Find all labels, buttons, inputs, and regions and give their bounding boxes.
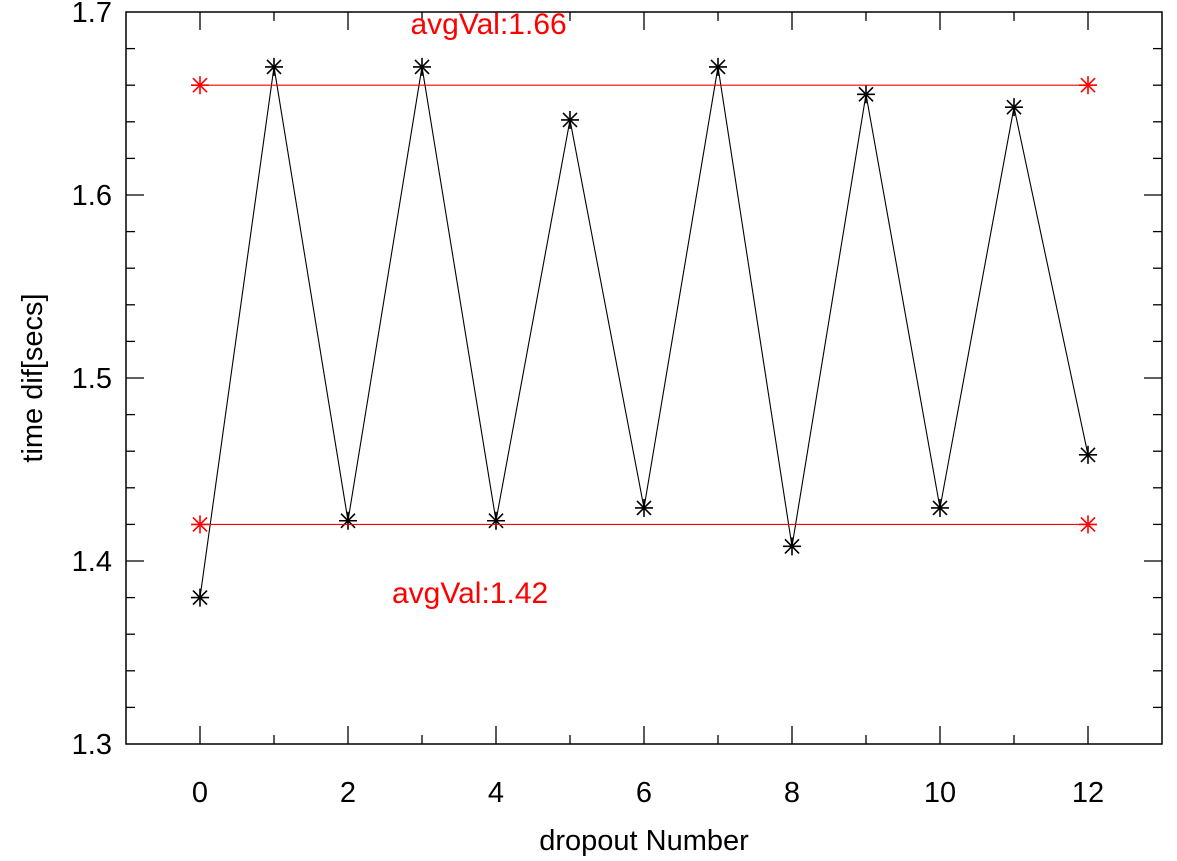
y-tick-label: 1.6 bbox=[72, 180, 112, 212]
data-point bbox=[1079, 445, 1097, 464]
series-layer bbox=[191, 57, 1097, 607]
data-point bbox=[265, 57, 283, 76]
series bbox=[191, 76, 1097, 95]
data-point bbox=[635, 498, 653, 517]
tick-marks bbox=[126, 12, 1162, 744]
data-point bbox=[191, 515, 209, 534]
data-point bbox=[1005, 98, 1023, 117]
x-tick-label: 8 bbox=[784, 777, 800, 809]
marker-stroke bbox=[414, 59, 430, 75]
marker-stroke bbox=[1080, 77, 1096, 93]
x-tick-label: 0 bbox=[192, 777, 208, 809]
data-point bbox=[709, 57, 727, 76]
marker-stroke bbox=[192, 590, 208, 606]
marker-stroke bbox=[340, 513, 356, 529]
annotation-label: avgVal:1.66 bbox=[410, 8, 566, 41]
marker-stroke bbox=[192, 516, 208, 532]
x-tick-label: 10 bbox=[924, 777, 956, 809]
data-point bbox=[857, 85, 875, 104]
data-point bbox=[413, 57, 431, 76]
series bbox=[191, 57, 1097, 607]
marker-stroke bbox=[636, 500, 652, 516]
marker-stroke bbox=[1006, 99, 1022, 115]
x-tick-label: 2 bbox=[340, 777, 356, 809]
marker-stroke bbox=[858, 86, 874, 102]
marker-stroke bbox=[488, 513, 504, 529]
y-tick-label: 1.5 bbox=[72, 363, 112, 395]
annotation-layer: avgVal:1.66 avgVal:1.42 bbox=[392, 8, 567, 610]
marker-stroke bbox=[266, 59, 282, 75]
data-point bbox=[931, 498, 949, 517]
data-point bbox=[1079, 76, 1097, 95]
series bbox=[191, 515, 1097, 534]
data-point bbox=[191, 588, 209, 607]
data-point bbox=[339, 511, 357, 530]
data-point bbox=[561, 110, 579, 129]
marker-stroke bbox=[562, 112, 578, 128]
marker-stroke bbox=[710, 59, 726, 75]
x-tick-label: 12 bbox=[1072, 777, 1104, 809]
marker-stroke bbox=[932, 500, 948, 516]
data-point bbox=[1079, 515, 1097, 534]
y-axis-title: time dif[secs] bbox=[17, 293, 49, 462]
y-tick-label: 1.3 bbox=[72, 729, 112, 761]
marker-stroke bbox=[1080, 447, 1096, 463]
data-point bbox=[783, 537, 801, 556]
plot-frame bbox=[125, 11, 1163, 745]
x-tick-label: 4 bbox=[488, 777, 504, 809]
marker-stroke bbox=[1080, 516, 1096, 532]
annotation-label: avgVal:1.42 bbox=[392, 577, 548, 610]
y-tick-label: 1.7 bbox=[72, 0, 112, 29]
tick-labels: 0 2 4 6 8 10 12 1.3 1.4 1.5 1.6 1.7 bbox=[72, 0, 1104, 809]
x-tick-label: 6 bbox=[636, 777, 652, 809]
data-point bbox=[487, 511, 505, 530]
marker-stroke bbox=[784, 538, 800, 554]
data-point bbox=[191, 76, 209, 95]
y-tick-label: 1.4 bbox=[72, 546, 112, 578]
marker-stroke bbox=[192, 77, 208, 93]
series-line bbox=[199, 66, 1089, 598]
x-axis-title: dropout Number bbox=[539, 825, 749, 857]
